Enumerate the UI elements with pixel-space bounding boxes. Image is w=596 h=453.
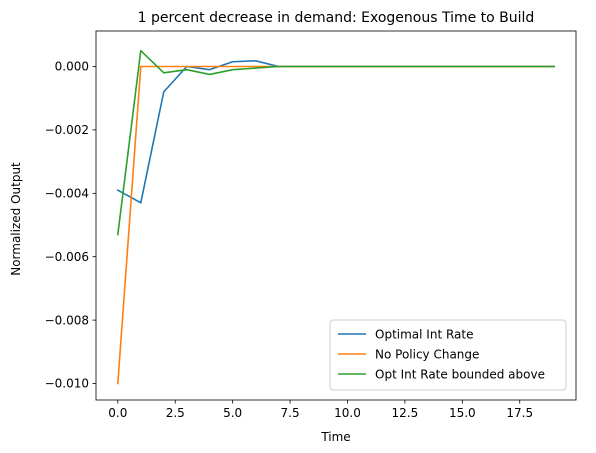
x-tick-label: 7.5 — [281, 406, 300, 420]
x-axis-label: Time — [320, 430, 350, 444]
chart-title: 1 percent decrease in demand: Exogenous … — [138, 10, 535, 26]
y-tick-label: −0.004 — [45, 187, 89, 201]
y-tick-label: −0.002 — [45, 123, 89, 137]
x-tick-label: 2.5 — [166, 406, 185, 420]
x-tick-label: 15.0 — [449, 406, 476, 420]
legend: Optimal Int Rate No Policy Change Opt Int … — [329, 319, 567, 391]
x-tick-label: 10.0 — [334, 406, 361, 420]
y-axis-label: Normalized Output — [9, 162, 23, 276]
series-layer — [116, 49, 555, 385]
legend-label-1: Optimal Int Rate — [375, 327, 473, 341]
x-tick-label: 0.0 — [108, 406, 127, 420]
legend-label-2: No Policy Change — [375, 347, 479, 361]
legend-box — [329, 319, 567, 391]
x-axis: 0.0 2.5 5.0 7.5 10.0 12.5 15.0 17.5 — [108, 400, 533, 420]
x-tick-label: 5.0 — [223, 406, 242, 420]
legend-label-3: Opt Int Rate bounded above — [375, 367, 545, 381]
plot-frame — [95, 30, 577, 401]
y-tick-label: −0.010 — [45, 377, 89, 391]
y-tick-label: −0.006 — [45, 250, 89, 264]
x-tick-label: 12.5 — [392, 406, 419, 420]
y-tick-label: 0.000 — [55, 60, 89, 74]
x-tick-label: 17.5 — [506, 406, 533, 420]
y-tick-label: −0.008 — [45, 313, 89, 327]
series-line-3 — [116, 49, 555, 236]
y-axis: −0.010 −0.008 −0.006 −0.004 −0.002 0.000 — [45, 60, 96, 391]
